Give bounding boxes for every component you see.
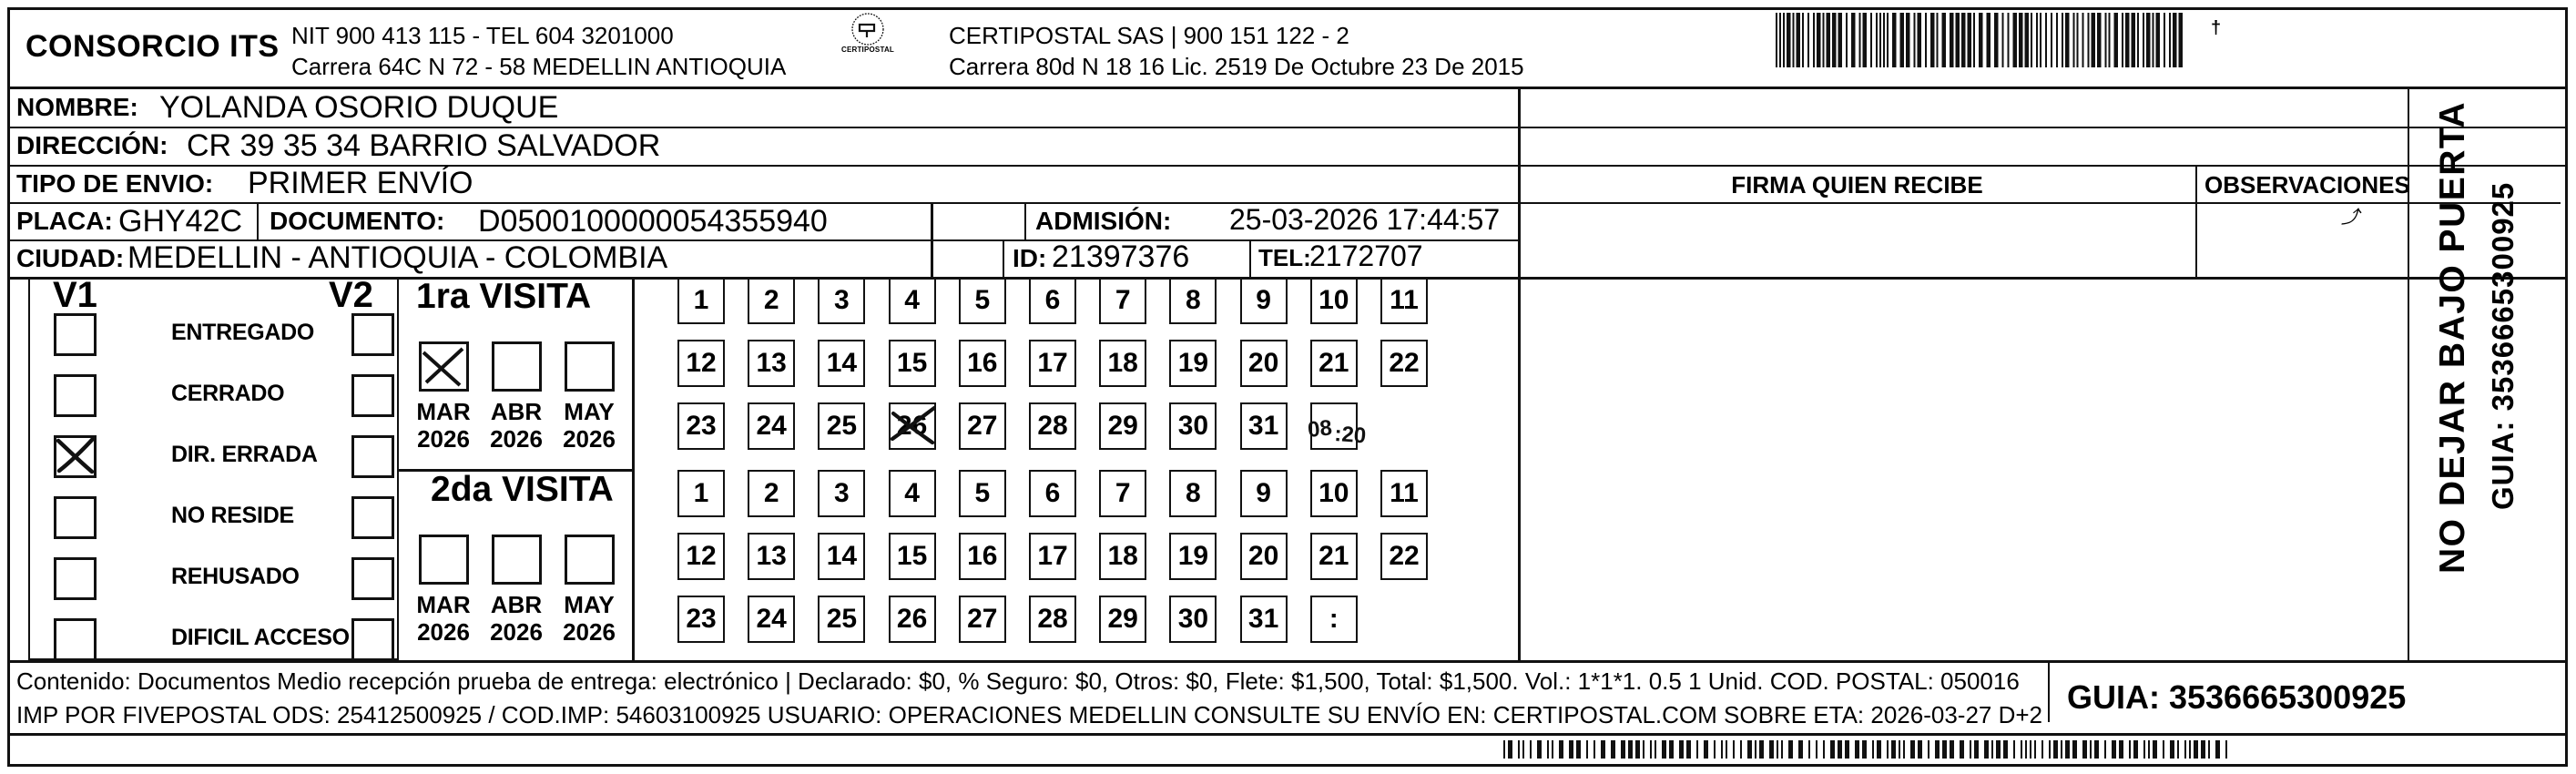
svg-text:08: 08: [1307, 416, 1333, 443]
svg-text::20: :20: [1333, 422, 1366, 448]
